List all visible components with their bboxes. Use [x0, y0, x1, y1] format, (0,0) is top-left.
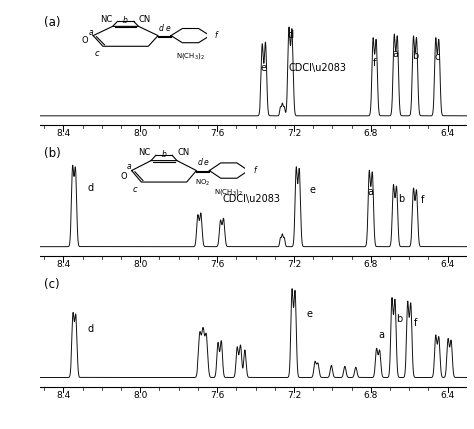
Text: e: e	[306, 309, 312, 319]
Text: 8.0: 8.0	[133, 391, 147, 400]
Text: (b): (b)	[44, 147, 61, 160]
Text: 7.6: 7.6	[210, 129, 224, 138]
Text: 8.0: 8.0	[133, 260, 147, 269]
Text: 8.0: 8.0	[133, 129, 147, 138]
Text: d: d	[87, 324, 93, 335]
Text: 7.2: 7.2	[287, 129, 301, 138]
Text: b: b	[397, 314, 403, 324]
Text: (c): (c)	[44, 278, 60, 290]
Text: d: d	[87, 183, 93, 193]
Text: 8.4: 8.4	[56, 260, 71, 269]
Text: 6.4: 6.4	[440, 260, 455, 269]
Text: 7.6: 7.6	[210, 391, 224, 400]
Text: d: d	[287, 30, 293, 40]
Text: 6.4: 6.4	[440, 391, 455, 400]
Text: b: b	[412, 51, 418, 60]
Text: CDCl\u2083: CDCl\u2083	[223, 193, 281, 204]
Text: f: f	[373, 58, 376, 69]
Text: 7.2: 7.2	[287, 260, 301, 269]
Text: a: a	[368, 187, 374, 197]
Text: e: e	[261, 63, 267, 73]
Text: 6.4: 6.4	[440, 129, 455, 138]
Text: a: a	[393, 49, 399, 59]
Text: (a): (a)	[44, 16, 61, 29]
Text: b: b	[399, 193, 405, 204]
Text: 8.4: 8.4	[56, 391, 71, 400]
Text: 7.6: 7.6	[210, 260, 224, 269]
Text: f: f	[421, 195, 424, 205]
Text: 8.4: 8.4	[56, 129, 71, 138]
Text: CDCl\u2083: CDCl\u2083	[288, 63, 346, 73]
Text: f: f	[414, 317, 417, 328]
Text: 7.2: 7.2	[287, 391, 301, 400]
Text: 6.8: 6.8	[364, 129, 378, 138]
Text: a: a	[378, 329, 384, 340]
Text: c: c	[435, 52, 440, 62]
Text: 6.8: 6.8	[364, 260, 378, 269]
Text: 6.8: 6.8	[364, 391, 378, 400]
Text: e: e	[309, 185, 315, 195]
